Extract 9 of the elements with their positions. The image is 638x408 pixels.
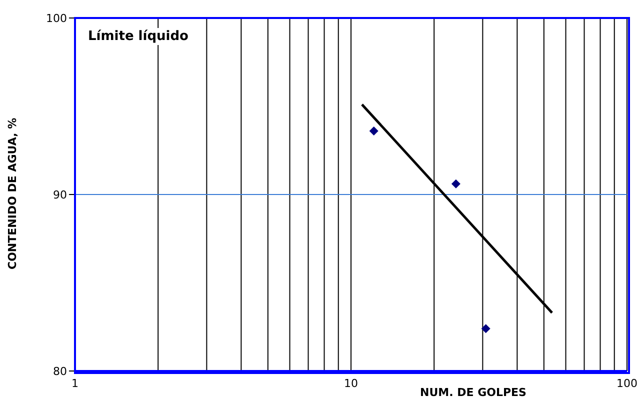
y-axis-title: CONTENIDO DE AGUA, % [6,118,19,270]
x-tick-label: 100 [616,376,638,390]
y-tick-label: 80 [53,364,67,378]
x-tick-label: 1 [72,376,78,390]
annotation: Límite líquido [85,28,192,45]
x-axis-title: NUM. DE GOLPES [420,386,526,399]
y-tick-label: 90 [53,188,67,202]
y-tick-label: 100 [46,12,67,25]
x-tick-label: 10 [344,376,358,390]
